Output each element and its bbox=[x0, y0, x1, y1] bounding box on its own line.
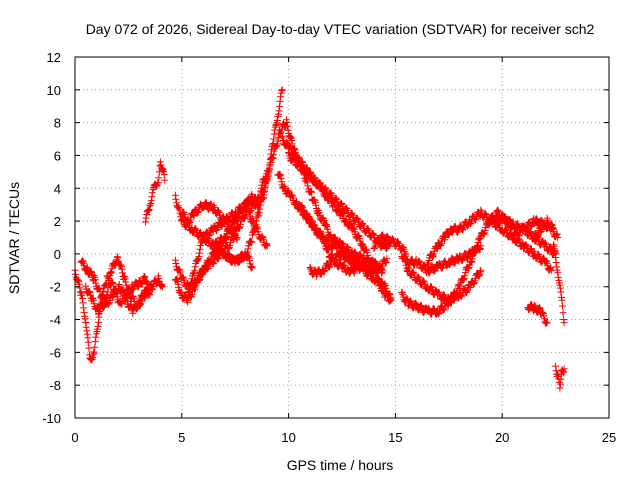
x-axis-label: GPS time / hours bbox=[287, 457, 394, 473]
y-tick-label: 2 bbox=[54, 214, 61, 229]
y-tick-label: 10 bbox=[47, 83, 61, 98]
point-markers bbox=[285, 149, 393, 253]
x-tick-label: 15 bbox=[388, 430, 402, 445]
y-tick-label: 12 bbox=[47, 50, 61, 65]
axis-ticks: 0 5 10 15 20 25 -10 -8 -6 -4 -2 0 2 4 6 8 10 12 bbox=[42, 50, 616, 445]
series-sat-q bbox=[306, 249, 387, 280]
y-tick-label: 4 bbox=[54, 181, 61, 196]
series-sat-r bbox=[370, 231, 410, 260]
x-tick-label: 20 bbox=[495, 430, 509, 445]
y-tick-label: -2 bbox=[49, 280, 61, 295]
point-markers bbox=[552, 362, 568, 392]
series-sat-aa bbox=[550, 241, 568, 327]
x-tick-label: 10 bbox=[281, 430, 295, 445]
series-sat-u bbox=[402, 241, 485, 277]
plot-frame bbox=[74, 56, 610, 419]
chart-title: Day 072 of 2026, Sidereal Day-to-day VTE… bbox=[86, 21, 595, 37]
series-sat-t bbox=[398, 253, 485, 307]
y-tick-label: 0 bbox=[54, 247, 61, 262]
series-sat-v bbox=[423, 206, 555, 274]
x-tick-label: 5 bbox=[178, 430, 185, 445]
y-tick-label: -4 bbox=[49, 313, 61, 328]
point-markers bbox=[550, 241, 568, 327]
y-tick-label: 6 bbox=[54, 148, 61, 163]
x-tick-label: 0 bbox=[71, 430, 78, 445]
point-markers bbox=[398, 253, 485, 307]
series-sat-c bbox=[82, 253, 154, 318]
y-tick-label: 8 bbox=[54, 116, 61, 131]
point-markers bbox=[142, 158, 169, 226]
point-markers bbox=[402, 241, 485, 277]
point-markers bbox=[524, 300, 551, 327]
data-points bbox=[71, 86, 568, 392]
y-tick-label: -10 bbox=[42, 411, 61, 426]
point-markers bbox=[530, 214, 557, 240]
y-tick-label: -6 bbox=[49, 345, 61, 360]
series-sat-ab bbox=[552, 362, 568, 392]
series-sat-y bbox=[530, 214, 557, 240]
point-markers bbox=[423, 206, 555, 274]
series-sat-o bbox=[285, 149, 393, 253]
point-markers bbox=[71, 266, 154, 364]
series-sat-d bbox=[142, 158, 169, 226]
series-sat-z bbox=[524, 300, 551, 327]
point-markers bbox=[370, 231, 410, 260]
point-markers bbox=[306, 249, 387, 280]
y-tick-label: -8 bbox=[49, 378, 61, 393]
y-axis-label: SDTVAR / TECUs bbox=[6, 182, 22, 294]
x-tick-label: 25 bbox=[602, 430, 616, 445]
point-markers bbox=[82, 253, 154, 318]
series-sat-a bbox=[71, 266, 154, 364]
